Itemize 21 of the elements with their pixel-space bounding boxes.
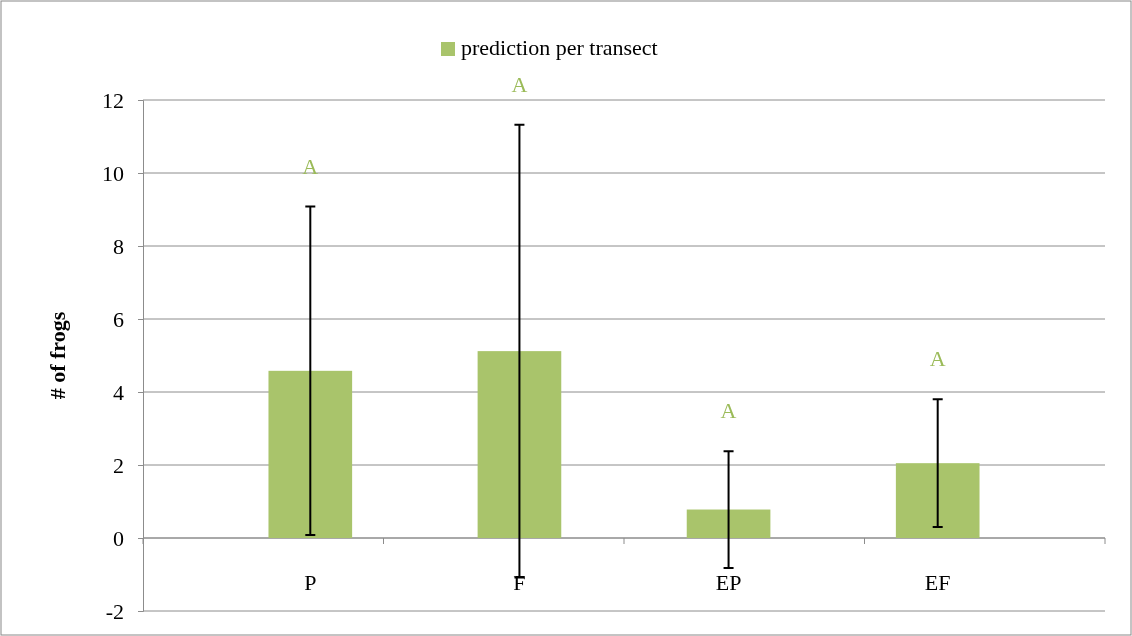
y-tick-label: -2 (105, 598, 124, 624)
y-tick-label: 4 (113, 379, 124, 405)
y-tick-label: 8 (113, 233, 124, 259)
y-tick-label: 2 (113, 452, 124, 478)
y-tick-label: 10 (102, 160, 124, 186)
annotation: A (720, 398, 737, 424)
x-tick-label: EF (924, 570, 951, 595)
y-axis-title: # of frogs (45, 311, 70, 400)
y-tick-label: 0 (113, 525, 124, 551)
legend-label: prediction per transect (461, 35, 658, 61)
y-tick-label: 12 (102, 87, 124, 113)
annotation: A (929, 346, 946, 372)
x-tick-label: EP (715, 570, 742, 595)
bar (686, 509, 771, 538)
annotation: A (302, 153, 319, 179)
bar (268, 370, 353, 538)
x-tick-label: P (304, 570, 317, 595)
y-tick-label: 6 (113, 306, 124, 332)
bar (895, 463, 980, 538)
bar (477, 351, 562, 538)
text: A (511, 71, 528, 97)
